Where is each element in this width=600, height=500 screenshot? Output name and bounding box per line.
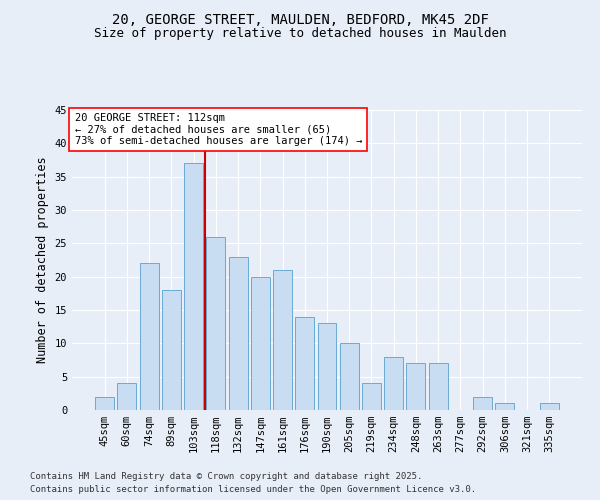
Bar xyxy=(540,404,559,410)
Bar xyxy=(229,256,248,410)
Bar xyxy=(295,316,314,410)
Bar xyxy=(496,404,514,410)
Bar xyxy=(362,384,381,410)
Text: Size of property relative to detached houses in Maulden: Size of property relative to detached ho… xyxy=(94,28,506,40)
Bar xyxy=(473,396,492,410)
Text: 20 GEORGE STREET: 112sqm
← 27% of detached houses are smaller (65)
73% of semi-d: 20 GEORGE STREET: 112sqm ← 27% of detach… xyxy=(74,113,362,146)
Bar xyxy=(95,396,114,410)
Bar xyxy=(273,270,292,410)
Bar xyxy=(406,364,425,410)
Y-axis label: Number of detached properties: Number of detached properties xyxy=(36,156,49,364)
Text: 20, GEORGE STREET, MAULDEN, BEDFORD, MK45 2DF: 20, GEORGE STREET, MAULDEN, BEDFORD, MK4… xyxy=(112,12,488,26)
Bar xyxy=(384,356,403,410)
Bar xyxy=(162,290,181,410)
Text: Contains HM Land Registry data © Crown copyright and database right 2025.: Contains HM Land Registry data © Crown c… xyxy=(30,472,422,481)
Bar xyxy=(340,344,359,410)
Bar xyxy=(184,164,203,410)
Bar xyxy=(206,236,225,410)
Text: Contains public sector information licensed under the Open Government Licence v3: Contains public sector information licen… xyxy=(30,485,476,494)
Bar xyxy=(140,264,158,410)
Bar xyxy=(429,364,448,410)
Bar xyxy=(118,384,136,410)
Bar xyxy=(251,276,270,410)
Bar xyxy=(317,324,337,410)
